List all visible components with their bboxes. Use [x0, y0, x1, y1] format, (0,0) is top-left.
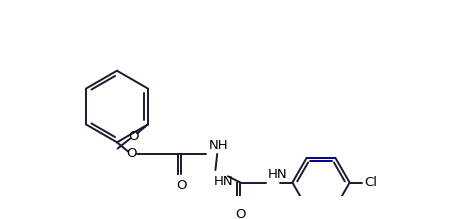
- Text: O: O: [235, 208, 246, 219]
- Text: HN: HN: [214, 175, 233, 187]
- Text: O: O: [126, 147, 136, 161]
- Text: O: O: [176, 179, 186, 192]
- Text: Cl: Cl: [364, 176, 377, 189]
- Text: NH: NH: [208, 139, 228, 152]
- Text: HN: HN: [267, 168, 287, 181]
- Text: O: O: [128, 129, 139, 143]
